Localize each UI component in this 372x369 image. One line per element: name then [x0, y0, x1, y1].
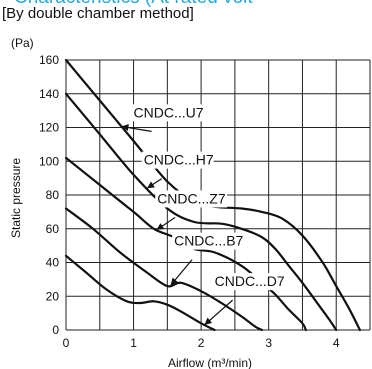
chart-curves — [64, 58, 361, 332]
label-pointer-arrowhead — [170, 277, 178, 286]
y-tick-label: 100 — [39, 154, 59, 168]
series-label: CNDC...U7 — [134, 104, 204, 120]
chart-header-title: Characteristics (At rated volt — [14, 0, 253, 9]
chart-pointers — [121, 124, 234, 326]
series-label: CNDC...H7 — [144, 152, 214, 168]
y-tick-label: 80 — [46, 188, 60, 202]
y-tick-label: 140 — [39, 87, 59, 101]
x-tick-label: 3 — [265, 336, 272, 350]
x-tick-label: 1 — [130, 336, 137, 350]
series-line-2 — [64, 92, 338, 332]
x-tick-label: 0 — [63, 336, 70, 350]
x-tick-label: 4 — [333, 336, 340, 350]
y-tick-label: 160 — [39, 53, 59, 67]
series-label-background — [131, 104, 204, 122]
y-tick-label: 40 — [46, 256, 60, 270]
series-line-1 — [64, 58, 361, 332]
series-label: CNDC...D7 — [215, 273, 285, 289]
y-axis-label: Static pressure — [9, 158, 23, 238]
series-label-background — [172, 232, 245, 250]
x-axis-label: Airflow (m³/min) — [168, 356, 252, 369]
y-axis-unit: (Pa) — [11, 36, 34, 50]
label-pointer-arrowhead — [121, 124, 129, 132]
series-label: CNDC...B7 — [174, 233, 243, 249]
y-tick-label: 0 — [52, 323, 59, 337]
series-label-background — [141, 151, 214, 169]
y-tick-label: 120 — [39, 121, 59, 135]
chart-series-labels: CNDC...U7 CNDC...H7 CNDC...Z7 CNDC...B7 CNDC… — [131, 104, 285, 291]
series-label-background — [155, 190, 228, 208]
chart-subtitle: [By double chamber method] — [2, 5, 194, 22]
series-line-3 — [64, 156, 307, 332]
x-tick-label: 2 — [198, 336, 205, 350]
y-tick-label: 60 — [46, 222, 60, 236]
label-pointer-arrowhead — [204, 317, 213, 325]
series-label: CNDC...Z7 — [157, 190, 226, 206]
series-label-background — [212, 273, 285, 291]
y-tick-label: 20 — [46, 289, 60, 303]
series-line-4 — [64, 207, 263, 332]
label-pointer-arrowhead — [156, 223, 165, 230]
label-pointer-arrowhead — [147, 181, 155, 189]
series-line-5 — [64, 254, 216, 332]
